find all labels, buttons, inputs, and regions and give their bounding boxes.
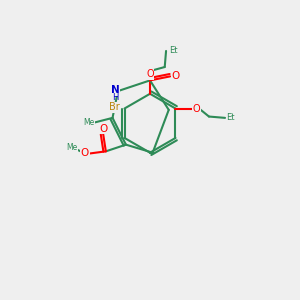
Text: Et: Et [169,46,177,56]
Text: H: H [112,93,119,102]
Text: Br: Br [109,102,120,112]
Text: O: O [146,69,154,79]
Text: O: O [172,70,180,81]
Text: Me: Me [66,143,77,152]
Text: O: O [99,124,107,134]
Text: Me: Me [83,118,94,127]
Text: N: N [111,85,120,95]
Text: O: O [81,148,89,158]
Text: O: O [193,103,200,113]
Text: Et: Et [226,113,235,122]
